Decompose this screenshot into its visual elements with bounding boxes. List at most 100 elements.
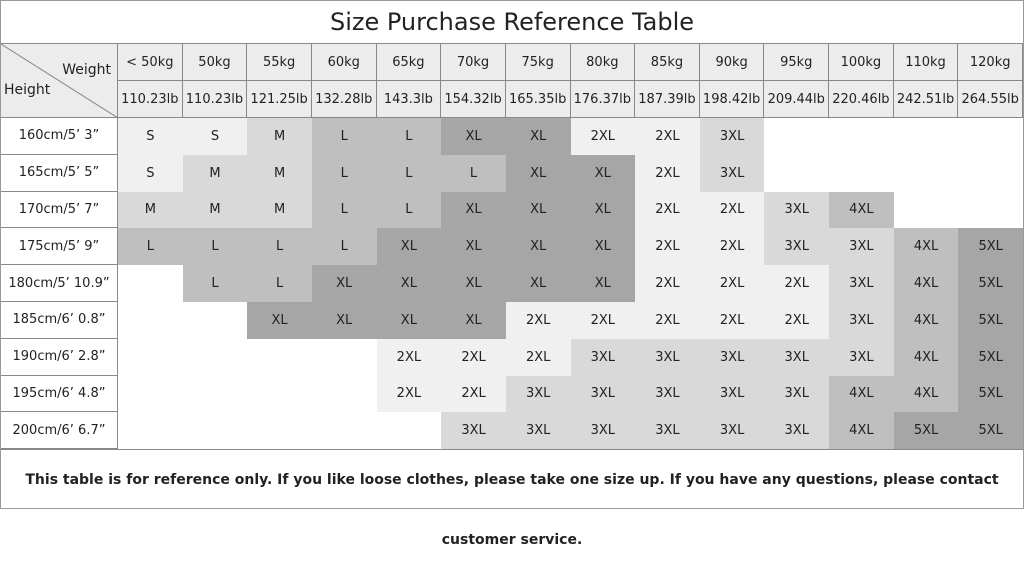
size-cell: L [441, 154, 506, 192]
empty-cell [247, 412, 312, 449]
size-cell: XL [441, 301, 506, 339]
weight-lb: 242.51lb [893, 81, 959, 118]
size-cell: XL [376, 301, 442, 339]
weight-kg: 70kg [441, 44, 506, 81]
size-cell: 3XL [441, 412, 506, 450]
weight-kg: 50kg [182, 44, 248, 81]
size-cell: 5XL [958, 412, 1023, 450]
corner-header: Weight Height [1, 44, 118, 118]
size-cell: XL [247, 301, 312, 339]
size-cell: 2XL [570, 301, 636, 339]
size-cell: XL [441, 191, 506, 229]
size-cell: 2XL [699, 265, 765, 302]
size-cell: 3XL [829, 338, 894, 376]
size-cell: 2XL [635, 228, 700, 266]
size-cell: 2XL [635, 154, 700, 192]
size-cell: S [118, 154, 183, 192]
weight-lb: 165.35lb [505, 81, 571, 118]
weight-lb: 110.23lb [118, 81, 183, 118]
size-cell: M [247, 118, 312, 155]
size-cell: XL [441, 265, 506, 302]
size-cell: 3XL [699, 118, 765, 155]
empty-cell [247, 376, 312, 413]
height-label: 185cm/6’ 0.8” [1, 301, 118, 339]
size-cell: L [376, 118, 442, 155]
weight-lb: 110.23lb [182, 81, 248, 118]
size-cell: 2XL [635, 118, 700, 155]
size-cell: 3XL [764, 191, 830, 229]
weight-kg: 80kg [570, 44, 636, 81]
size-cell: XL [311, 265, 377, 302]
size-cell: XL [570, 191, 636, 229]
size-cell: XL [570, 265, 636, 302]
size-cell: M [182, 154, 248, 192]
height-label: 170cm/5’ 7” [1, 191, 118, 229]
weight-lb: 143.3lb [376, 81, 442, 118]
weight-kg: 90kg [699, 44, 765, 81]
size-cell: 4XL [893, 301, 959, 339]
size-cell: 2XL [635, 301, 700, 339]
weight-kg: 65kg [376, 44, 442, 81]
size-cell: 3XL [829, 301, 894, 339]
size-cell: M [182, 191, 248, 229]
height-label: 200cm/6’ 6.7” [1, 412, 118, 450]
weight-lb: 264.55lb [958, 81, 1023, 118]
height-label: 180cm/5’ 10.9” [1, 265, 118, 302]
size-cell: 5XL [958, 265, 1023, 302]
size-cell: M [247, 154, 312, 192]
size-cell: 4XL [829, 375, 894, 413]
weight-kg: 85kg [635, 44, 700, 81]
weight-label: Weight [62, 62, 111, 78]
empty-cell [247, 339, 312, 376]
size-cell: L [182, 265, 248, 302]
size-cell: XL [376, 228, 442, 266]
size-cell: L [311, 228, 377, 266]
weight-kg: 120kg [958, 44, 1023, 81]
weight-lb: 132.28lb [311, 81, 377, 118]
size-cell: 2XL [635, 265, 700, 302]
size-chart: Size Purchase Reference Table Weight Hei… [0, 0, 1024, 549]
size-cell: 3XL [764, 412, 830, 450]
size-cell: 3XL [764, 228, 830, 266]
size-cell: 5XL [958, 338, 1023, 376]
empty-cell [312, 376, 377, 413]
size-cell: 3XL [635, 375, 700, 413]
size-cell: 3XL [635, 412, 700, 450]
footnote: This table is for reference only. If you… [25, 472, 999, 549]
size-cell: XL [505, 265, 571, 302]
weight-lb: 121.25lb [247, 81, 312, 118]
size-cell: M [247, 191, 312, 229]
empty-cell [958, 155, 1023, 192]
size-cell: 3XL [505, 412, 571, 450]
empty-cell [118, 412, 183, 449]
size-cell: 4XL [829, 191, 894, 229]
size-cell: 2XL [635, 191, 700, 229]
size-cell: 2XL [699, 228, 765, 266]
height-label: 195cm/6’ 4.8” [1, 375, 118, 413]
size-cell: L [311, 118, 377, 155]
empty-cell [118, 302, 183, 339]
size-cell: 3XL [570, 412, 636, 450]
size-cell: L [376, 154, 442, 192]
size-cell: L [376, 191, 442, 229]
empty-cell [312, 412, 377, 449]
size-cell: XL [311, 301, 377, 339]
size-cell: 3XL [829, 228, 894, 266]
height-label: 165cm/5’ 5” [1, 154, 118, 192]
size-cell: 2XL [376, 375, 442, 413]
size-cell: XL [441, 228, 506, 266]
empty-cell [183, 302, 248, 339]
size-cell: 3XL [570, 338, 636, 376]
size-cell: XL [441, 118, 506, 155]
height-label: 160cm/5’ 3” [1, 118, 118, 155]
size-cell: 2XL [376, 338, 442, 376]
size-cell: L [247, 265, 312, 302]
empty-cell [118, 339, 183, 376]
size-cell: 5XL [958, 375, 1023, 413]
size-cell: 4XL [893, 228, 959, 266]
size-cell: L [311, 154, 377, 192]
empty-cell [958, 192, 1023, 229]
size-cell: L [118, 228, 183, 266]
size-cell: S [182, 118, 248, 155]
height-label: Height [4, 82, 51, 98]
